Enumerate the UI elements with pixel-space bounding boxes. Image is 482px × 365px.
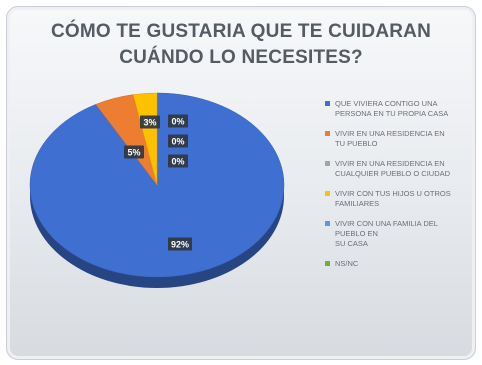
- data-label-3: 3%: [140, 115, 160, 129]
- legend-item: VIVIR CON TUS HIJOS U OTROS FAMILIARES: [325, 189, 475, 209]
- data-label-1: 5%: [124, 145, 144, 159]
- data-label-text-2: 0%: [171, 117, 184, 127]
- legend-swatch: [325, 221, 330, 226]
- pie-top-group: [29, 92, 285, 278]
- legend-swatch: [325, 161, 330, 166]
- data-label-4: 0%: [168, 134, 188, 148]
- legend-item: VIVIR EN UNA RESIDENCIA EN CUALQUIER PUE…: [325, 159, 475, 179]
- data-label-box-2: [168, 114, 188, 128]
- data-label-box-1: [124, 145, 144, 159]
- data-label-box-3: [140, 115, 160, 129]
- legend-item: VIVIR EN UNA RESIDENCIA EN TU PUEBLO: [325, 129, 475, 149]
- data-label-box-4: [168, 134, 188, 148]
- chart-title-line-2: CUÁNDO LO NECESITES?: [119, 47, 363, 68]
- pie-chart: 92% 5% 0% 3% 0% 0%: [29, 92, 285, 288]
- data-label-2: 0%: [168, 114, 188, 128]
- data-label-text-3: 3%: [143, 118, 156, 128]
- legend-swatch: [325, 261, 330, 266]
- legend-label: NS/NC: [335, 259, 359, 268]
- chart-card: CÓMO TE GUSTARIA QUE TE CUIDARAN CUÁNDO …: [6, 6, 476, 360]
- data-label-text-4: 0%: [171, 137, 184, 147]
- data-labels: 92% 5% 0% 3% 0% 0%: [124, 114, 192, 251]
- data-label-box-0: [168, 237, 192, 251]
- data-label-box-5: [168, 154, 188, 168]
- legend-label: VIVIR EN UNA RESIDENCIA EN TU PUEBLO: [335, 129, 445, 148]
- chart-legend: QUE VIVIERA CONTIGO UNA PERSONA EN TU PR…: [325, 99, 475, 279]
- data-label-text-0: 92%: [171, 240, 189, 250]
- legend-label: VIVIR CON UNA FAMILIA DEL PUEBLO EN SU C…: [335, 219, 438, 248]
- legend-item: VIVIR CON UNA FAMILIA DEL PUEBLO EN SU C…: [325, 219, 475, 249]
- chart-title-line-1: CÓMO TE GUSTARIA QUE TE CUIDARAN: [50, 21, 432, 42]
- legend-swatch: [325, 131, 330, 136]
- legend-label: QUE VIVIERA CONTIGO UNA PERSONA EN TU PR…: [335, 99, 449, 118]
- chart-title: CÓMO TE GUSTARIA QUE TE CUIDARAN CUÁNDO …: [7, 19, 475, 71]
- data-label-text-1: 5%: [127, 148, 140, 158]
- legend-label: VIVIR EN UNA RESIDENCIA EN CUALQUIER PUE…: [335, 159, 451, 178]
- legend-swatch: [325, 191, 330, 196]
- data-label-text-5: 0%: [171, 157, 184, 167]
- legend-swatch: [325, 101, 330, 106]
- legend-label: VIVIR CON TUS HIJOS U OTROS FAMILIARES: [335, 189, 451, 208]
- data-label-5: 0%: [168, 154, 188, 168]
- legend-item: QUE VIVIERA CONTIGO UNA PERSONA EN TU PR…: [325, 99, 475, 119]
- data-label-0: 92%: [168, 237, 192, 251]
- legend-item: NS/NC: [325, 259, 475, 269]
